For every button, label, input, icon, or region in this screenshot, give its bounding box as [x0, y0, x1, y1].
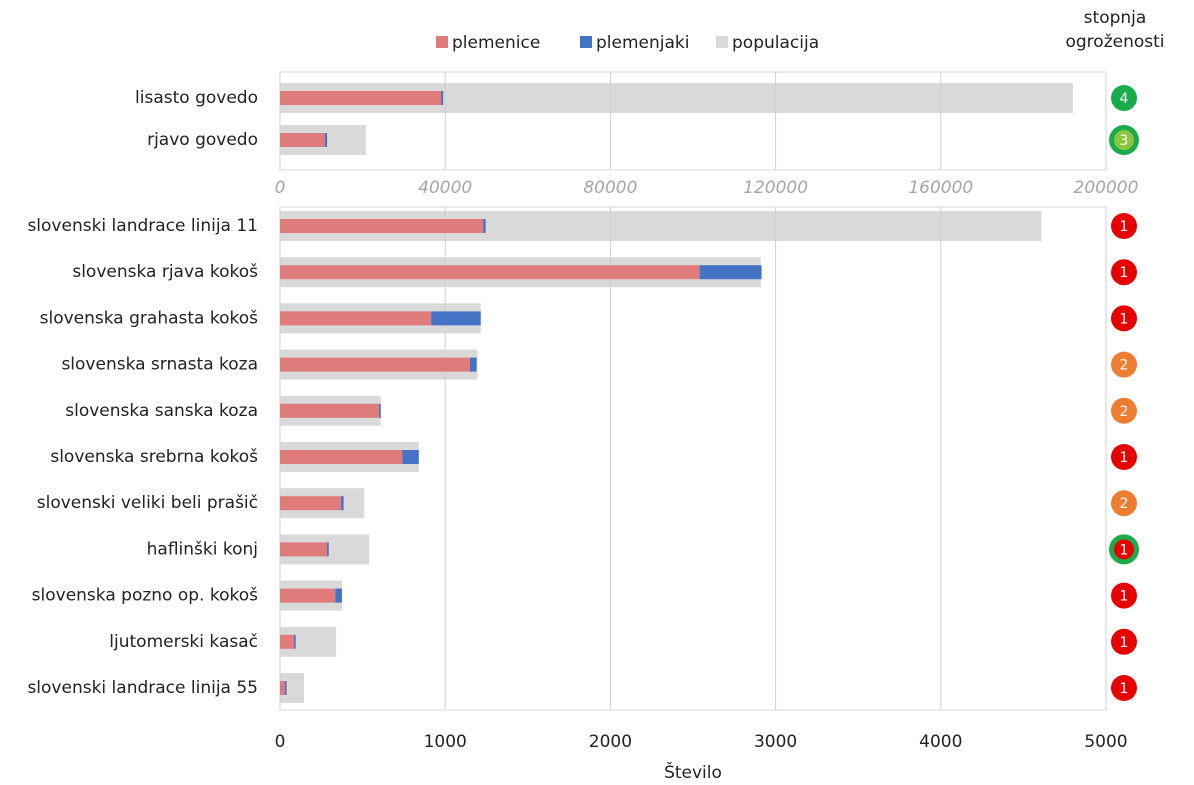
threat-level: 1 [1120, 265, 1129, 281]
plemenice-bar [280, 357, 470, 372]
threat-level: 1 [1120, 311, 1129, 327]
category-label: lisasto govedo [135, 88, 258, 108]
threat-level: 3 [1120, 133, 1129, 149]
legend-label: plemenjaki [596, 33, 689, 53]
plemenice-bar [280, 496, 342, 511]
x-tick-label: 3000 [754, 732, 797, 752]
x-tick-label: 40000 [418, 178, 472, 198]
plemenjaki-bar [379, 403, 381, 418]
threat-badge [1111, 305, 1137, 332]
threat-badge [1111, 397, 1137, 424]
threat-level: 1 [1120, 681, 1129, 697]
threat-badge [1111, 490, 1137, 517]
legend-swatch [716, 36, 728, 48]
category-label: slovenska sanska koza [65, 401, 258, 421]
category-label: slovenska grahasta kokoš [40, 308, 259, 328]
plemenice-bar [280, 133, 326, 147]
plemenjaki-bar [284, 681, 287, 695]
threat-level: 2 [1120, 496, 1129, 512]
plemenice-bar [280, 265, 700, 280]
threat-level: 1 [1120, 589, 1129, 605]
x-tick-label: 0 [275, 732, 286, 752]
threat-title: stopnja [1084, 8, 1147, 28]
legend-swatch [436, 36, 448, 48]
threat-level: 1 [1120, 542, 1129, 558]
threat-badge [1111, 259, 1137, 286]
threat-level: 1 [1120, 450, 1129, 466]
legend-swatch [580, 36, 592, 48]
x-tick-label: 0 [275, 178, 286, 198]
threat-level: 4 [1120, 91, 1129, 107]
category-label: slovenski landrace linija 11 [27, 216, 258, 236]
plemenjaki-bar [441, 91, 444, 105]
x-axis-label: Število [664, 761, 722, 783]
population-bar [280, 673, 304, 703]
plemenjaki-bar [469, 357, 477, 372]
x-tick-label: 4000 [919, 732, 962, 752]
threat-badge [1111, 213, 1137, 239]
threat-badge [1111, 444, 1137, 470]
threat-level: 2 [1120, 404, 1129, 420]
threat-badge [1114, 130, 1134, 150]
plemenice-bar [280, 219, 484, 233]
plemenice-bar [280, 311, 432, 326]
plemenjaki-bar [699, 265, 762, 280]
x-tick-label: 2000 [589, 732, 632, 752]
plemenjaki-bar [402, 450, 419, 464]
plemenice-bar [280, 542, 328, 557]
plemenice-bar [280, 634, 295, 649]
category-label: slovenska pozno op. kokoš [32, 586, 258, 606]
plemenice-bar [280, 450, 403, 464]
category-label: slovenska srnasta koza [61, 355, 258, 375]
x-tick-label: 5000 [1084, 732, 1127, 752]
threat-badge [1114, 539, 1134, 560]
category-label: slovenski veliki beli prašič [37, 493, 258, 513]
x-tick-label: 160000 [908, 178, 973, 198]
category-label: slovenska srebrna kokoš [50, 447, 258, 467]
threat-level: 2 [1120, 358, 1129, 374]
plemenice-bar [280, 588, 336, 603]
plemenice-bar [280, 681, 285, 695]
threat-badge [1111, 628, 1137, 655]
x-tick-label: 120000 [743, 178, 808, 198]
category-label: ljutomerski kasač [109, 632, 258, 652]
plemenjaki-bar [327, 542, 329, 557]
plemenice-bar [280, 403, 380, 418]
category-label: slovenski landrace linija 55 [27, 678, 258, 698]
plemenjaki-bar [483, 219, 486, 233]
threat-badge [1111, 675, 1137, 701]
plemenjaki-bar [431, 311, 481, 326]
category-label: rjavo govedo [147, 130, 258, 150]
threat-badge [1111, 85, 1137, 111]
legend-label: plemenice [452, 33, 540, 53]
legend-label: populacija [732, 33, 819, 53]
plemenice-bar [280, 91, 442, 105]
plemenjaki-bar [325, 133, 328, 147]
plemenjaki-bar [294, 634, 296, 649]
plemenjaki-bar [341, 496, 344, 511]
plemenjaki-bar [335, 588, 342, 603]
threat-level: 1 [1120, 635, 1129, 651]
threat-level: 1 [1120, 219, 1129, 235]
category-label: slovenska rjava kokoš [72, 262, 258, 282]
threat-badge [1111, 582, 1137, 609]
x-tick-label: 1000 [424, 732, 467, 752]
threat-badge [1111, 351, 1137, 378]
x-tick-label: 200000 [1074, 178, 1139, 198]
category-label: haflinški konj [147, 539, 258, 559]
threat-title: ogroženosti [1065, 32, 1164, 52]
x-tick-label: 80000 [583, 178, 637, 198]
